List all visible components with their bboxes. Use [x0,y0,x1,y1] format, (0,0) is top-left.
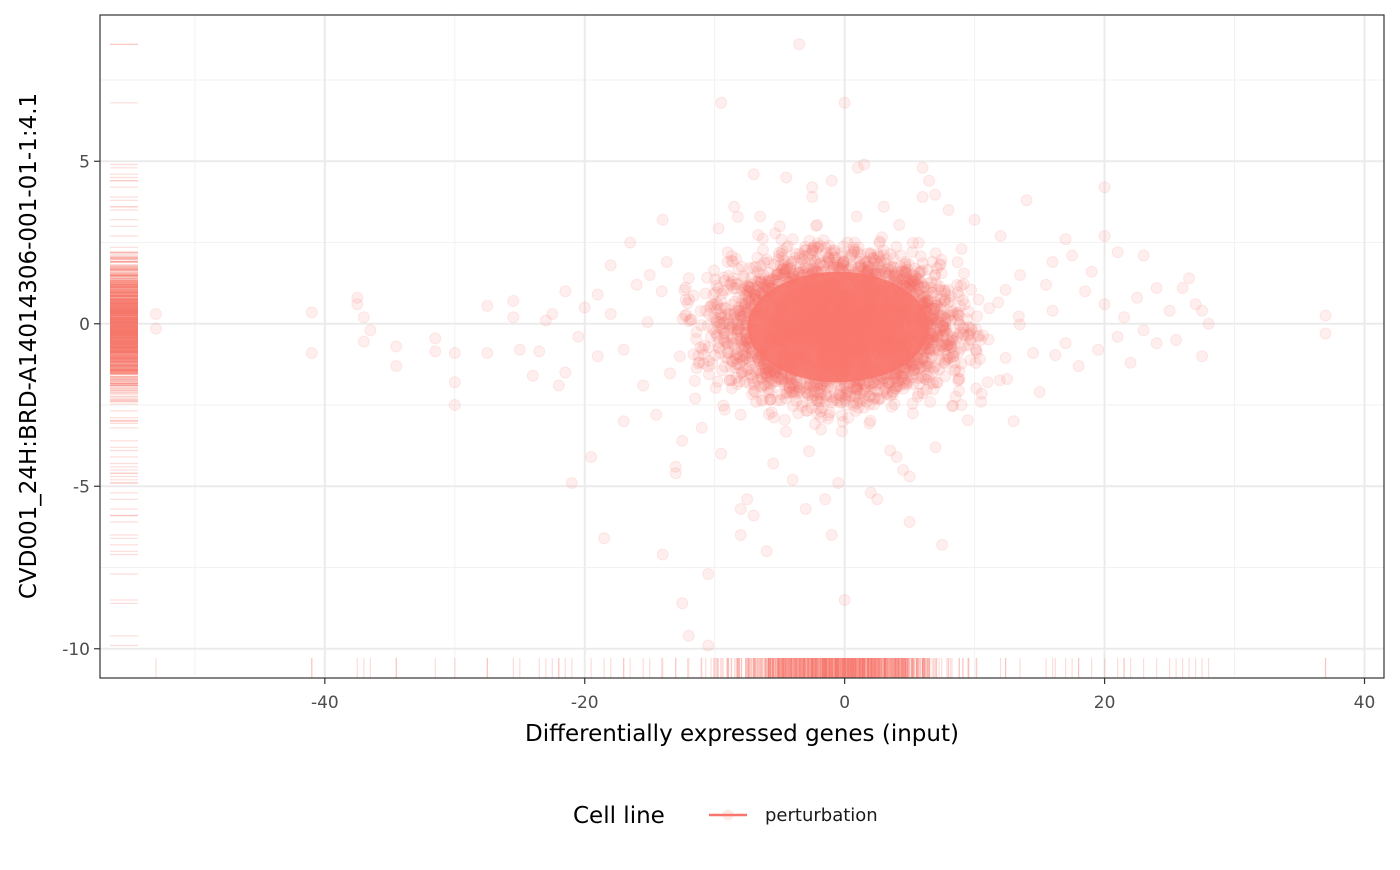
data-point [753,230,764,241]
data-point [939,357,950,368]
data-point [781,426,792,437]
data-point [772,395,783,406]
data-point [864,418,875,429]
data-point [973,294,984,305]
data-point [812,220,823,231]
data-point [1000,352,1011,363]
data-point [975,335,986,346]
data-point [952,257,963,268]
data-point [894,220,905,231]
data-point [732,212,743,223]
data-point [864,399,875,410]
data-point [925,396,936,407]
data-point [945,340,956,351]
data-point [926,282,937,293]
data-point [809,254,820,265]
data-point [1014,319,1025,330]
data-point [892,267,903,278]
data-point [852,247,863,258]
data-point [693,358,704,369]
data-point [816,424,827,435]
data-point [825,407,836,418]
data-point [924,378,935,389]
data-point [945,306,956,317]
data-point [661,257,672,268]
data-point [788,401,799,412]
data-point [915,282,926,293]
data-point [930,248,941,259]
data-point [1000,284,1011,295]
data-point [779,414,790,425]
data-point [821,391,832,402]
data-point [763,384,774,395]
data-point [952,287,963,298]
data-point [743,363,754,374]
data-point [836,410,847,421]
data-point [682,298,693,309]
data-point [695,306,706,317]
data-point [696,320,707,331]
data-point [907,237,918,248]
data-point [744,378,755,389]
data-point [679,285,690,296]
data-point [800,241,811,252]
data-point [882,387,893,398]
data-point [1050,350,1061,361]
data-point [722,314,733,325]
data-point [751,396,762,407]
data-point [896,250,907,261]
data-point [750,289,761,300]
data-point [724,375,735,386]
data-point [773,251,784,262]
data-point [674,351,685,362]
data-point [766,407,777,418]
data-point [984,303,995,314]
data-point [804,446,815,457]
data-point [958,322,969,333]
data-point [689,375,700,386]
data-point [972,311,983,322]
data-point [958,268,969,279]
data-point [713,223,724,234]
data-point [703,361,714,372]
data-point [853,402,864,413]
data-point [923,295,934,306]
data-point [738,270,749,281]
data-point [712,376,723,387]
data-point [656,286,667,297]
data-point [930,189,941,200]
data-point [665,368,676,379]
data-point [970,358,981,369]
data-point [912,391,923,402]
data-point [971,345,982,356]
data-point [836,426,847,437]
data-point [789,380,800,391]
data-point [929,270,940,281]
data-point [886,401,897,412]
data-point [940,317,951,328]
data-point [962,415,973,426]
data-point [642,317,653,328]
data-point [757,372,768,383]
data-point [719,404,730,415]
data-point [851,211,862,222]
data-point [716,324,727,335]
